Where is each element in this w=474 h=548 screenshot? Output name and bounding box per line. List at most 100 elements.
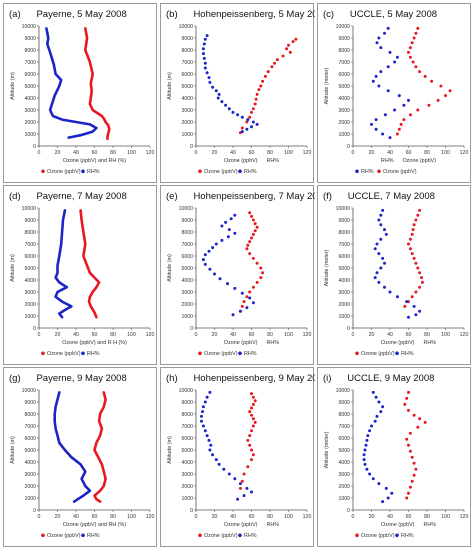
y-tick-label: 8000 — [24, 412, 36, 418]
rh-data-point — [226, 235, 230, 239]
rh-data-point — [200, 419, 203, 423]
ozone-data-point — [420, 276, 423, 280]
y-tick-label: 1000 — [181, 496, 193, 502]
x-tick-label: 0 — [352, 332, 355, 338]
legend-ozone-label: Ozone (ppbV) — [204, 169, 238, 175]
y-tick-label: 4000 — [338, 460, 350, 466]
legend-ozone-label: Ozone (ppbV) — [47, 533, 81, 539]
ozone-data-point — [238, 486, 242, 490]
ozone-data-point — [411, 228, 415, 232]
y-tick-label: 8000 — [24, 48, 36, 54]
ozone-data-point — [255, 261, 259, 265]
axis-lines — [195, 208, 307, 329]
x-axis-label: RH% Ozone (ppbV) — [381, 158, 436, 164]
legend-ozone-label: Ozone (ppbV) — [361, 533, 395, 539]
x-tick-label: 60 — [92, 514, 98, 520]
rh-data-point — [208, 390, 212, 394]
rh-data-point — [390, 491, 394, 495]
y-tick-label: 5000 — [24, 266, 36, 272]
y-tick-label: 8000 — [338, 230, 350, 236]
ozone-data-point — [410, 252, 414, 256]
ozone-data-point — [250, 406, 253, 410]
ozone-data-point — [423, 74, 427, 78]
y-tick-label: 2000 — [338, 484, 350, 490]
rh-data-point — [377, 400, 381, 404]
rh-data-point — [388, 50, 392, 54]
x-tick-label: 20 — [55, 332, 61, 338]
legend-ozone-marker — [377, 169, 381, 174]
ozone-data-point — [414, 31, 418, 35]
x-tick-label: 40 — [230, 332, 236, 338]
ozone-data-point — [412, 36, 416, 40]
y-tick-label: 0 — [190, 144, 193, 150]
chart-panel: (c) UCCLE, 5 May 2008 0 1000 2000 3000 4000 50… — [317, 3, 471, 183]
legend-rh-label: RH% — [87, 169, 100, 175]
ozone-data-point — [259, 84, 263, 88]
ozone-data-point — [412, 473, 416, 477]
rh-data-point — [381, 405, 385, 409]
ozone-data-point — [261, 271, 265, 275]
rh-data-point — [231, 313, 235, 317]
rh-data-point — [373, 276, 377, 280]
ozone-data-point — [412, 461, 416, 465]
ozone-data-point — [251, 417, 255, 421]
y-axis-label: Altitude (m) — [10, 436, 16, 464]
rh-data-point — [388, 290, 392, 294]
ozone-data-point — [259, 266, 263, 270]
ozone-data-point — [266, 70, 270, 74]
legend-rh-label: RH% — [401, 351, 414, 357]
rh-data-point — [205, 395, 209, 399]
y-axis-label: Altitude (m) — [167, 254, 173, 282]
ozone-data-point — [251, 107, 255, 111]
rh-data-point — [395, 55, 399, 59]
y-tick-label: 7000 — [181, 60, 193, 66]
y-tick-label: 3000 — [24, 290, 36, 296]
ozone-data-point — [251, 256, 255, 260]
y-tick-label: 0 — [347, 508, 350, 514]
rh-data-point — [414, 313, 418, 317]
legend-ozone-marker — [355, 533, 359, 538]
x-tick-label: 80 — [267, 150, 273, 156]
x-tick-label: 80 — [110, 514, 116, 520]
x-tick-label: 20 — [369, 514, 375, 520]
rh-data-point — [412, 304, 416, 308]
ozone-data-point — [248, 443, 252, 447]
chart-title: (f) UCCLE, 7 May 2008 — [323, 191, 435, 202]
ozone-data-point — [403, 402, 407, 406]
rh-data-point — [229, 217, 233, 221]
y-tick-label: 3000 — [338, 472, 350, 478]
ozone-series-line — [79, 209, 101, 319]
ozone-data-point — [410, 479, 414, 483]
x-tick-label: 80 — [110, 150, 116, 156]
chart-panel: (i) UCCLE, 9 May 2008 0 1000 2000 3000 4000 50… — [317, 367, 471, 547]
y-tick-label: 6000 — [24, 436, 36, 442]
y-tick-label: 10000 — [336, 388, 351, 394]
rh-data-point — [200, 414, 203, 418]
x-tick-label: 100 — [441, 332, 450, 338]
chart-title: (c) UCCLE, 5 May 2008 — [323, 9, 437, 20]
rh-data-point — [240, 291, 244, 295]
ozone-data-point — [430, 79, 434, 83]
y-tick-label: 4000 — [24, 96, 36, 102]
y-tick-label: 10000 — [179, 388, 194, 394]
y-tick-label: 4000 — [181, 460, 193, 466]
y-tick-label: 6000 — [24, 72, 36, 78]
y-axis-label: Altitude (meter) — [324, 67, 330, 104]
x-tick-label: 60 — [249, 150, 255, 156]
y-tick-label: 9000 — [338, 36, 350, 42]
y-tick-label: 6000 — [181, 436, 193, 442]
rh-data-point — [370, 122, 373, 126]
rh-data-point — [248, 296, 252, 300]
rh-data-point — [211, 85, 215, 89]
ozone-data-point — [251, 218, 255, 222]
rh-data-point — [363, 448, 367, 452]
ozone-data-point — [245, 247, 249, 251]
rh-data-point — [383, 31, 386, 35]
rh-data-point — [207, 438, 211, 442]
rh-data-point — [250, 125, 253, 129]
y-tick-label: 8000 — [181, 412, 193, 418]
rh-data-point — [388, 136, 392, 140]
legend-rh-marker — [238, 351, 242, 356]
ozone-data-point — [263, 74, 267, 78]
y-tick-label: 10000 — [336, 24, 351, 30]
